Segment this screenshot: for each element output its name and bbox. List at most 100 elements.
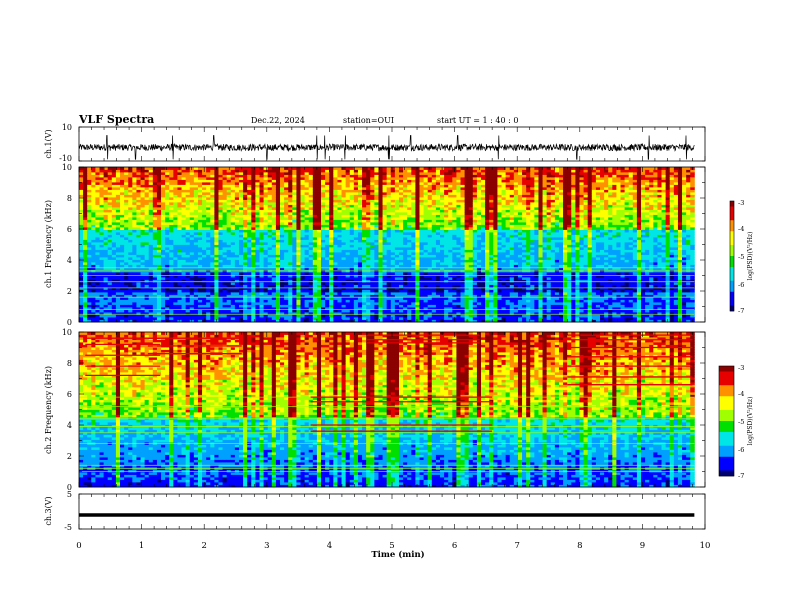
spectrogram-cell	[374, 312, 379, 315]
spectrogram-cell	[230, 299, 236, 303]
spectrogram-cell	[308, 182, 314, 185]
spectrogram-cell	[292, 229, 297, 233]
spectrogram-cell	[107, 287, 113, 290]
spectrogram-cell	[140, 319, 146, 323]
spectrogram-cell	[267, 187, 273, 190]
spectrogram-cell	[267, 192, 273, 195]
spectrogram-cell	[79, 224, 84, 228]
spectrogram-cell	[366, 254, 371, 258]
spectrogram-cell	[152, 242, 158, 245]
spectrogram-cell	[390, 242, 396, 245]
spectrogram-cell	[206, 197, 211, 200]
spectrogram-cell	[382, 187, 388, 190]
spectrogram-cell	[321, 189, 326, 193]
spectrogram-cell	[321, 277, 326, 280]
spectrogram-cell	[115, 197, 121, 200]
spectrogram-cell	[136, 179, 141, 183]
spectrogram-cell	[325, 314, 330, 318]
spectrogram-cell	[87, 172, 92, 175]
spectrogram-cell	[292, 274, 297, 278]
spectrogram-cell	[169, 257, 174, 260]
spectrogram-cell	[271, 257, 277, 260]
spectrogram-cell	[152, 167, 158, 170]
spectrogram-cell	[362, 314, 367, 318]
spectrogram-cell	[378, 244, 383, 248]
spectrogram-cell	[349, 279, 355, 283]
spectrogram-cell	[95, 237, 100, 240]
spectrogram-cell	[386, 189, 392, 193]
spectrogram-cell	[382, 282, 388, 285]
spectrogram-cell	[214, 244, 219, 248]
spectrogram-cell	[325, 284, 330, 288]
spectrogram-cell	[271, 232, 277, 235]
spectrogram-cell	[177, 244, 182, 248]
spectrogram-cell	[136, 312, 141, 315]
spectrogram-cell	[95, 264, 100, 268]
spectrogram-cell	[95, 242, 100, 245]
spectrogram-cell	[103, 217, 109, 220]
spectrogram-cell	[316, 217, 322, 220]
spectrogram-cell	[161, 202, 166, 205]
spectrogram-cell	[120, 232, 125, 235]
spectrogram-cell	[140, 257, 146, 260]
spectrogram-cell	[181, 227, 187, 230]
spectrogram-cell	[353, 202, 359, 205]
spectrogram-cell	[247, 192, 252, 195]
spectrogram-cell	[378, 192, 383, 195]
spectrogram-cell	[140, 307, 146, 310]
spectrogram-cell	[333, 259, 338, 263]
spectrogram-cell	[329, 207, 334, 210]
spectrogram-cell	[243, 317, 248, 320]
spectrogram-cell	[284, 314, 289, 318]
spectrogram-cell	[304, 299, 310, 303]
ch1-ytick-top: 10	[62, 123, 72, 132]
spectrogram-cell	[263, 209, 269, 213]
spectrogram-cell	[251, 254, 256, 258]
spectrogram-cell	[341, 192, 347, 195]
spectrogram-cell	[144, 229, 150, 233]
spectrogram-cell	[284, 182, 289, 185]
spectrogram-cell	[255, 244, 260, 248]
spectrogram-cell	[390, 232, 396, 235]
spectrogram-cell	[95, 227, 100, 230]
spectrogram-cell	[325, 182, 330, 185]
spectrogram-cell	[161, 209, 166, 213]
spectrogram-cell	[398, 319, 404, 323]
spectrogram-cell	[275, 292, 281, 295]
spectrogram-cell	[206, 297, 211, 300]
spectrogram-cell	[292, 289, 297, 293]
spectrogram-cell	[197, 227, 203, 230]
spectrogram-cell	[214, 234, 219, 238]
spectrogram-cell	[156, 304, 162, 308]
spectrogram-cell	[83, 257, 88, 260]
spectrogram-cell	[107, 179, 113, 183]
spectrogram-cell	[312, 182, 318, 185]
spectrogram-cell	[152, 229, 158, 233]
spectrogram-cell	[107, 309, 113, 313]
spectrogram-cell	[345, 199, 351, 203]
spectrogram-cell	[83, 202, 88, 205]
spectrogram-cell	[115, 209, 121, 213]
spectrogram-cell	[341, 292, 347, 295]
spectrogram-cell	[169, 264, 174, 268]
spectrogram-cell	[210, 294, 215, 298]
spectrogram-cell	[329, 289, 334, 293]
spectrogram-cell	[181, 214, 187, 218]
spectrogram-cell	[341, 214, 347, 218]
spectrogram-cell	[300, 232, 306, 235]
spectrogram-cell	[189, 229, 195, 233]
spectrogram-cell	[316, 307, 322, 310]
spectrogram-cell	[304, 262, 310, 265]
spectrogram-cell	[91, 172, 96, 175]
spectrogram-cell	[382, 279, 388, 283]
spectrogram-cell	[333, 244, 338, 248]
spectrogram-cell	[181, 239, 187, 243]
spectrogram-cell	[247, 222, 252, 225]
spectrogram-cell	[91, 179, 96, 183]
spectrogram-cell	[185, 172, 191, 175]
spectrogram-cell	[255, 227, 260, 230]
spectrogram-cell	[206, 209, 211, 213]
spectrogram-cell	[366, 229, 371, 233]
spectrogram-cell	[83, 189, 88, 193]
spectrogram-cell	[185, 294, 191, 298]
